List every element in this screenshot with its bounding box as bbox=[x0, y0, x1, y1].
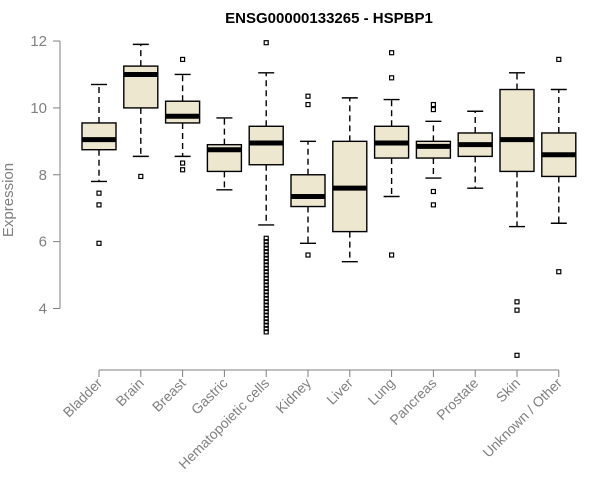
outlier-point bbox=[263, 292, 269, 298]
x-tick-label: Kidney bbox=[273, 375, 315, 417]
y-tick-label: 12 bbox=[30, 33, 47, 50]
iqr-box bbox=[164, 100, 201, 124]
outlier-point bbox=[514, 299, 520, 305]
outlier-point bbox=[180, 167, 186, 173]
outlier-point bbox=[263, 312, 269, 318]
outlier-point bbox=[263, 309, 269, 315]
box-kidney bbox=[290, 93, 326, 258]
chart-title: ENSG00000133265 - HSPBP1 bbox=[225, 10, 433, 27]
outlier-point bbox=[263, 302, 269, 308]
box-liver bbox=[332, 97, 368, 263]
box-prostate bbox=[457, 110, 493, 189]
iqr-box bbox=[499, 88, 535, 173]
y-axis-label: Expression bbox=[0, 163, 17, 237]
y-tick-label: 6 bbox=[39, 234, 47, 251]
x-tick-label: Bladder bbox=[60, 375, 106, 421]
outlier-point bbox=[430, 188, 436, 195]
outlier-point bbox=[263, 282, 269, 288]
x-tick-label: Skin bbox=[493, 375, 524, 406]
x-tick-label: Unknown / Other bbox=[479, 375, 565, 461]
outlier-point bbox=[263, 269, 269, 275]
outlier-point bbox=[263, 255, 269, 261]
outlier-point bbox=[263, 265, 269, 271]
box-hematopoietic-cells bbox=[248, 40, 284, 335]
outlier-point bbox=[305, 101, 311, 108]
y-axis: 4 6 8 10 12 bbox=[30, 33, 61, 318]
outlier-point bbox=[430, 202, 436, 208]
outlier-point bbox=[138, 173, 144, 180]
outlier-point bbox=[263, 295, 269, 302]
outlier-point bbox=[263, 252, 269, 258]
outlier-point bbox=[305, 252, 311, 258]
y-tick-label: 4 bbox=[39, 301, 47, 318]
x-tick-label: Prostate bbox=[433, 375, 481, 423]
outlier-point bbox=[180, 56, 186, 63]
iqr-box bbox=[81, 122, 117, 151]
outlier-point bbox=[263, 249, 269, 255]
outlier-point bbox=[263, 325, 269, 332]
box-pancreas bbox=[415, 101, 452, 208]
iqr-box bbox=[248, 125, 284, 166]
outlier-point bbox=[556, 56, 562, 63]
outlier-point bbox=[263, 259, 269, 265]
box-brain bbox=[123, 43, 159, 180]
outlier-point bbox=[263, 299, 269, 305]
outlier-point bbox=[263, 279, 269, 285]
outlier-point bbox=[514, 352, 520, 358]
box-lung bbox=[373, 50, 410, 258]
x-tick-label: Brain bbox=[112, 375, 146, 409]
x-tick-label: Breast bbox=[149, 375, 189, 415]
boxes-group bbox=[81, 40, 577, 358]
outlier-point bbox=[96, 240, 102, 246]
outlier-point bbox=[263, 275, 269, 282]
box-bladder bbox=[81, 83, 117, 246]
iqr-box bbox=[415, 140, 452, 159]
outlier-point bbox=[305, 93, 311, 99]
y-tick-label: 8 bbox=[39, 167, 47, 184]
outlier-point bbox=[263, 40, 269, 46]
outlier-point bbox=[263, 239, 269, 245]
box-breast bbox=[164, 56, 201, 173]
outlier-point bbox=[263, 329, 269, 335]
box-skin bbox=[499, 72, 535, 358]
outlier-point bbox=[389, 252, 395, 258]
outlier-point bbox=[389, 50, 395, 56]
x-tick-label: Liver bbox=[323, 375, 356, 408]
outlier-point bbox=[556, 269, 562, 275]
outlier-point bbox=[263, 285, 269, 292]
iqr-box bbox=[290, 174, 326, 208]
outlier-point bbox=[96, 190, 102, 196]
outlier-point bbox=[263, 245, 269, 251]
outlier-point bbox=[430, 106, 436, 113]
outlier-point bbox=[263, 272, 269, 278]
outlier-point bbox=[389, 75, 395, 81]
outlier-point bbox=[263, 242, 269, 248]
outlier-point bbox=[263, 289, 269, 295]
outlier-point bbox=[180, 160, 186, 166]
outlier-point bbox=[430, 101, 436, 108]
box-gastric bbox=[206, 117, 243, 191]
outlier-point bbox=[263, 315, 269, 322]
outlier-point bbox=[263, 319, 269, 325]
outlier-point bbox=[263, 235, 269, 241]
outlier-point bbox=[96, 202, 102, 208]
outlier-point bbox=[514, 307, 520, 313]
x-tick-label: Lung bbox=[364, 375, 397, 408]
outlier-point bbox=[263, 262, 269, 268]
y-tick-label: 10 bbox=[30, 100, 47, 117]
outlier-point bbox=[263, 305, 269, 312]
outlier-point bbox=[263, 322, 269, 328]
box-unknown-other bbox=[541, 56, 577, 275]
